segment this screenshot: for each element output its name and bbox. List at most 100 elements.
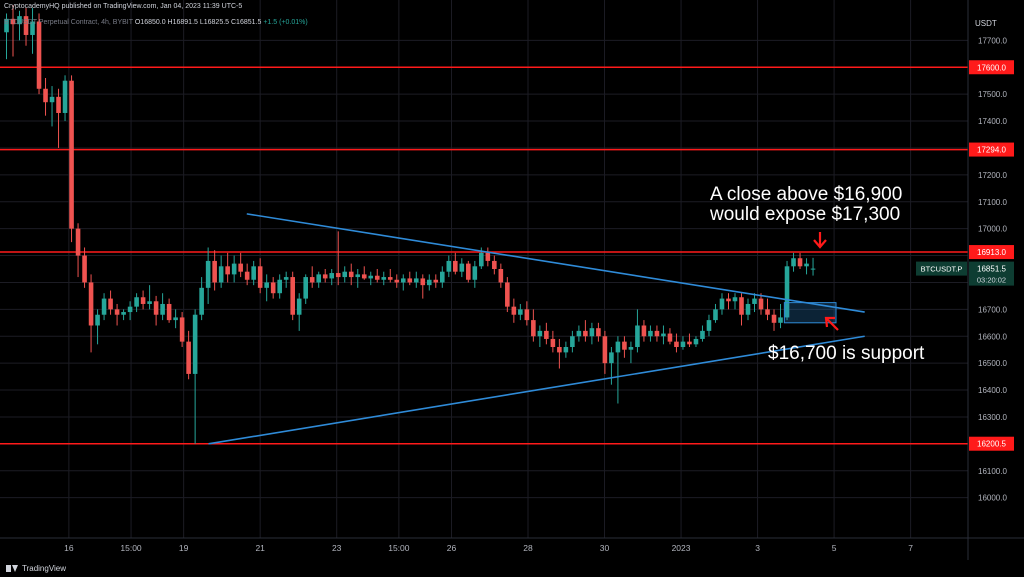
candle-body xyxy=(654,330,660,337)
y-tick-label: 17100.0 xyxy=(978,198,1007,207)
candle-body xyxy=(121,312,126,315)
candle-body xyxy=(10,18,16,25)
candle-body xyxy=(713,309,718,321)
candle-body xyxy=(264,282,269,288)
candle-body xyxy=(661,333,666,337)
symbol-line: BTCUSDT Perpetual Contract, 4h, BYBIT xyxy=(4,19,133,26)
x-tick-label: 23 xyxy=(332,543,342,553)
candle-body xyxy=(36,21,42,89)
candle-body xyxy=(381,277,387,280)
symbol-badge-label: BTCUSDT.P xyxy=(921,265,963,274)
y-tick-label: 17000.0 xyxy=(978,225,1007,234)
x-tick-label: 28 xyxy=(523,543,533,553)
support-zone[interactable] xyxy=(783,302,837,324)
candle-body xyxy=(361,274,367,279)
y-tick-label: 16400.0 xyxy=(978,386,1007,395)
candle-body xyxy=(544,330,549,339)
candle-body xyxy=(179,317,185,342)
change-value: +1.5 (+0.01%) xyxy=(263,19,308,26)
y-tick-label: 17500.0 xyxy=(978,90,1007,99)
trendline-lower[interactable] xyxy=(208,335,865,445)
candle-body xyxy=(160,303,165,315)
candle-body xyxy=(674,341,679,348)
candle-body xyxy=(680,341,686,348)
candle-body xyxy=(368,275,374,279)
candle-body xyxy=(348,271,354,278)
candle-body xyxy=(101,298,107,315)
candle-body xyxy=(62,80,68,113)
annotation-close-above: A close above $16,900 would expose $17,3… xyxy=(710,185,902,225)
candle-body xyxy=(43,88,48,103)
candle-body xyxy=(134,297,139,307)
candle-body xyxy=(108,298,113,310)
candle-body xyxy=(140,297,146,304)
candle-body xyxy=(355,274,361,278)
candle-body xyxy=(251,266,256,280)
candle-body xyxy=(205,260,211,288)
trendlines xyxy=(208,213,865,445)
candle-body xyxy=(505,282,510,307)
candle-body xyxy=(446,260,452,272)
y-tick-label: 16000.0 xyxy=(978,494,1007,503)
candle-body xyxy=(667,333,673,342)
candle-body xyxy=(700,330,705,339)
candle-body xyxy=(166,303,172,321)
candle-body xyxy=(531,320,536,337)
candle-body xyxy=(329,273,335,279)
candle-body xyxy=(95,314,100,326)
candle-body xyxy=(485,252,491,261)
candle-body xyxy=(153,301,159,315)
trendline-upper[interactable] xyxy=(246,213,865,313)
currency-label: USDT xyxy=(975,19,997,28)
last-price-box xyxy=(969,261,1014,286)
arrow-up-left-icon xyxy=(824,316,839,331)
x-tick-label: 15:00 xyxy=(388,543,410,553)
candle-body xyxy=(693,338,699,345)
x-tick-label: 16 xyxy=(64,543,74,553)
annotation-arrows xyxy=(813,232,839,331)
candle-body xyxy=(75,228,81,256)
level-badge-label: 17294.0 xyxy=(977,146,1006,155)
candle-body xyxy=(758,298,764,310)
symbol-badge xyxy=(916,261,967,276)
candle-body xyxy=(771,314,777,323)
candle-body xyxy=(570,336,575,348)
candle-body xyxy=(492,260,497,269)
candle-body xyxy=(303,277,308,299)
y-tick-label: 16300.0 xyxy=(978,413,1007,422)
last-price-value: 16851.5 xyxy=(977,265,1006,274)
candle-body xyxy=(69,80,74,229)
x-tick-label: 2023 xyxy=(672,543,691,553)
candle-body xyxy=(765,309,770,315)
candle-body xyxy=(394,279,400,283)
arrow-down-icon xyxy=(813,232,827,249)
candle-body xyxy=(550,338,556,348)
candle-body xyxy=(641,325,647,337)
candle-body xyxy=(212,260,217,283)
publish-info: CryptocademyHQ published on TradingView.… xyxy=(4,3,243,10)
candle-body xyxy=(537,330,543,337)
candles xyxy=(4,5,816,444)
candle-body xyxy=(147,301,152,304)
candle-body xyxy=(199,287,204,315)
candle-body xyxy=(498,269,504,283)
candle-body xyxy=(739,297,744,315)
candle-body xyxy=(244,271,250,280)
x-tick-label: 30 xyxy=(600,543,610,553)
candle-body xyxy=(518,309,523,315)
candle-body xyxy=(17,16,22,25)
footer-brand[interactable]: TradingView xyxy=(22,564,67,573)
candle-body xyxy=(453,260,458,272)
price-chart[interactable]: USDT 16000.016100.016200.016300.016400.0… xyxy=(0,0,1024,560)
candle-body xyxy=(622,341,627,350)
y-tick-label: 17400.0 xyxy=(978,117,1007,126)
annotation-support: $16,700 is support xyxy=(768,343,925,364)
candle-body xyxy=(335,273,341,278)
candle-body xyxy=(804,263,809,267)
candle-body xyxy=(726,298,731,302)
level-badge-label: 16913.0 xyxy=(977,248,1006,257)
x-tick-label: 7 xyxy=(908,543,913,553)
candle-body xyxy=(635,325,640,348)
candle-body xyxy=(186,341,191,374)
candle-body xyxy=(563,347,569,353)
